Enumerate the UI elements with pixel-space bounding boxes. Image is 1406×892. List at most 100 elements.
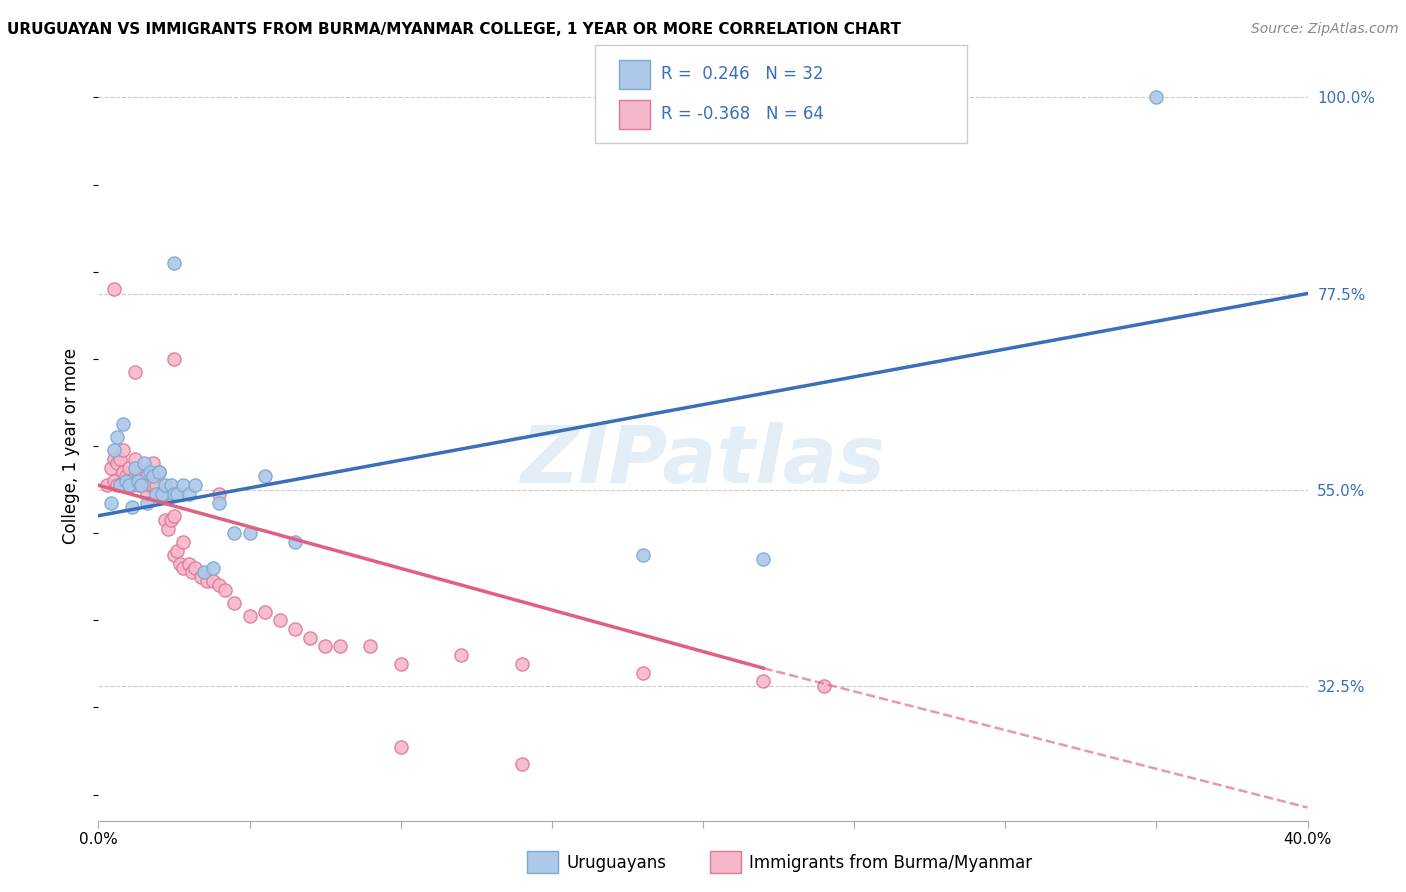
Point (124, 452, 146, 467)
Text: R = -0.368   N = 64: R = -0.368 N = 64 (661, 105, 824, 123)
Point (169, 557, 191, 571)
Point (153, 513, 176, 527)
Point (179, 487, 201, 501)
Point (190, 570, 212, 584)
Point (103, 452, 125, 467)
Point (105, 457, 128, 471)
Point (172, 534, 194, 549)
Point (105, 478, 128, 492)
Point (239, 526, 262, 541)
Point (124, 469, 146, 483)
Point (132, 457, 155, 471)
Point (139, 465, 162, 479)
Text: URUGUAYAN VS IMMIGRANTS FROM BURMA/MYANMAR COLLEGE, 1 YEAR OR MORE CORRELATION C: URUGUAYAN VS IMMIGRANTS FROM BURMA/MYANM… (7, 22, 901, 37)
Point (224, 526, 246, 541)
Point (752, 674, 775, 689)
Point (329, 640, 352, 654)
Point (314, 640, 336, 654)
Point (132, 465, 155, 479)
Point (108, 478, 131, 492)
Point (208, 495, 231, 509)
Point (156, 522, 179, 536)
Point (208, 578, 231, 592)
Point (631, 548, 654, 562)
Point (360, 640, 382, 654)
Point (163, 256, 186, 270)
Point (284, 534, 307, 549)
Point (111, 443, 134, 458)
Point (111, 465, 134, 479)
Point (139, 478, 162, 492)
Point (208, 487, 231, 501)
Point (193, 566, 215, 580)
Point (163, 351, 186, 366)
Point (129, 474, 152, 488)
Point (195, 574, 218, 588)
Point (114, 478, 136, 492)
Point (118, 460, 141, 475)
Point (108, 452, 131, 467)
Point (389, 657, 412, 671)
Y-axis label: College, 1 year or more: College, 1 year or more (62, 348, 80, 544)
Point (214, 582, 236, 597)
Point (135, 495, 157, 509)
Point (184, 561, 207, 575)
Point (132, 478, 155, 492)
Point (114, 474, 136, 488)
Point (166, 543, 188, 558)
Point (179, 557, 201, 571)
Point (145, 478, 167, 492)
Point (142, 478, 165, 492)
Point (121, 478, 143, 492)
Point (111, 417, 134, 432)
Point (100, 460, 122, 475)
Point (145, 487, 167, 501)
Point (127, 478, 149, 492)
Point (269, 613, 291, 627)
Point (153, 478, 176, 492)
Text: Source: ZipAtlas.com: Source: ZipAtlas.com (1251, 22, 1399, 37)
Point (135, 487, 157, 501)
Text: ZIPatlas: ZIPatlas (520, 422, 886, 500)
Point (148, 487, 170, 501)
Point (108, 478, 131, 492)
Point (1144, 90, 1167, 104)
Point (129, 478, 152, 492)
Point (118, 474, 141, 488)
Point (813, 679, 835, 693)
Point (752, 552, 775, 566)
Point (100, 495, 122, 509)
Point (160, 478, 183, 492)
Point (105, 430, 128, 444)
Point (96, 478, 118, 492)
Point (135, 469, 157, 483)
Point (202, 574, 225, 588)
Point (224, 596, 246, 610)
Point (142, 469, 165, 483)
Point (124, 365, 146, 379)
Point (121, 500, 143, 514)
Point (148, 465, 170, 479)
Point (127, 474, 149, 488)
Point (172, 478, 194, 492)
Point (148, 465, 170, 479)
Point (181, 566, 204, 580)
Point (163, 487, 186, 501)
Point (150, 487, 173, 501)
Point (299, 631, 322, 645)
Point (184, 478, 207, 492)
Point (510, 657, 533, 671)
Point (103, 474, 125, 488)
Point (118, 478, 141, 492)
Point (153, 487, 176, 501)
Point (284, 622, 307, 636)
Text: Immigrants from Burma/Myanmar: Immigrants from Burma/Myanmar (749, 854, 1032, 871)
Text: R =  0.246   N = 32: R = 0.246 N = 32 (661, 65, 824, 83)
Point (114, 469, 136, 483)
Point (103, 443, 125, 458)
Point (103, 282, 125, 296)
Point (253, 605, 276, 619)
Point (163, 548, 186, 562)
Point (166, 487, 188, 501)
Point (150, 487, 173, 501)
